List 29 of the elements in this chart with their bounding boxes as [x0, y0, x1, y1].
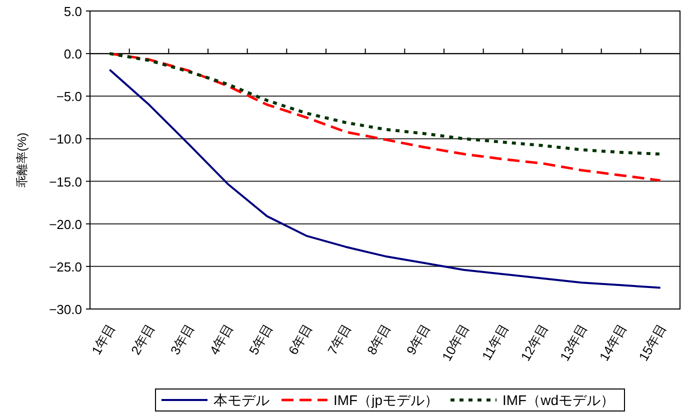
x-tick-label: 6年目 — [285, 321, 315, 358]
x-tick-label: 13年目 — [557, 321, 590, 364]
y-tick-label: −15.0 — [49, 174, 82, 190]
x-tick-label: 15年目 — [636, 321, 669, 364]
y-tick-label: 0.0 — [64, 46, 82, 62]
x-tick-label: 4年目 — [206, 321, 236, 358]
y-tick-label: 5.0 — [64, 4, 82, 19]
x-tick-label: 2年目 — [128, 321, 158, 358]
legend-label: 本モデル — [214, 392, 270, 408]
y-tick-label: −5.0 — [56, 89, 82, 104]
x-tick-label: 12年目 — [518, 321, 551, 364]
y-tick-label: −10.0 — [49, 132, 82, 147]
y-axis-title: 乖離率(%) — [15, 132, 29, 188]
legend-label: IMF（jpモデル） — [334, 392, 438, 408]
x-tick-label: 3年目 — [167, 321, 197, 358]
x-tick-label: 8年目 — [364, 321, 394, 358]
x-tick-label: 1年目 — [88, 321, 118, 358]
line-series — [108, 52, 662, 156]
x-tick-label: 5年目 — [246, 321, 276, 358]
x-tick-label: 9年目 — [403, 321, 433, 358]
y-tick-label: −25.0 — [49, 259, 82, 274]
x-tick-label: 14年目 — [596, 321, 630, 364]
legend-label: IMF（wdモデル） — [502, 392, 614, 408]
line-series — [108, 68, 662, 289]
x-tick-label: 11年目 — [478, 321, 512, 363]
x-tick-label: 10年目 — [439, 321, 472, 364]
y-tick-label: −20.0 — [49, 216, 82, 232]
y-tick-label: −30.0 — [49, 302, 82, 317]
x-tick-label: 7年目 — [324, 321, 354, 358]
